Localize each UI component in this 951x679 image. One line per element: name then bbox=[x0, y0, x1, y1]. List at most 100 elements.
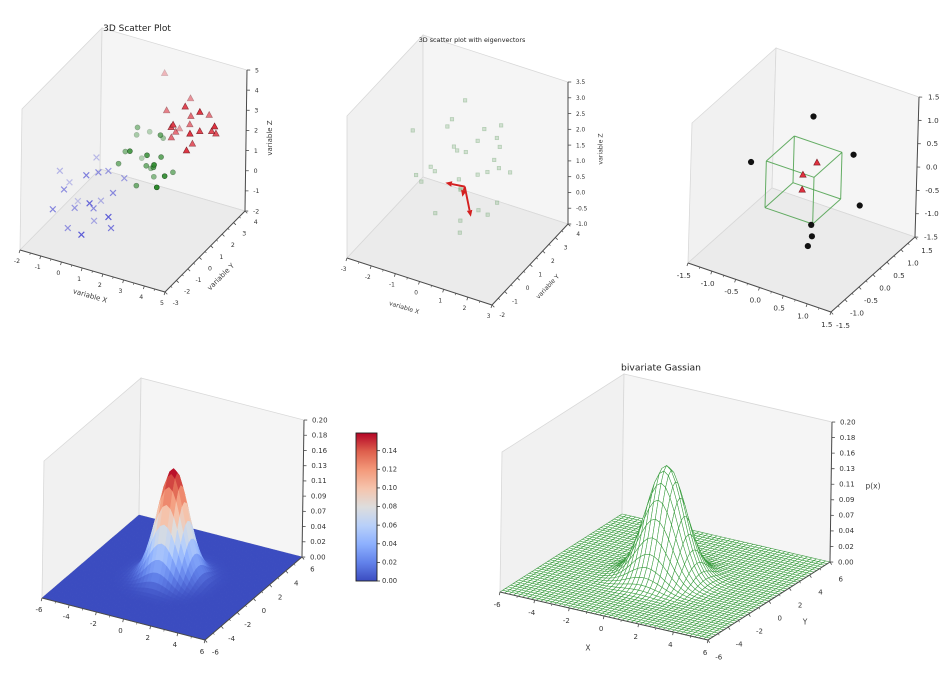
x-tick-label: -2 bbox=[14, 258, 20, 265]
z-axis-line bbox=[829, 421, 833, 563]
scatter-point-triangle bbox=[798, 185, 806, 193]
z-tick-label: 0.20 bbox=[840, 418, 856, 426]
z-tick-label: 0.11 bbox=[839, 481, 855, 489]
z-tick-label: 0.18 bbox=[312, 432, 328, 440]
scatter-point-triangle bbox=[175, 124, 184, 132]
series-means bbox=[798, 158, 821, 193]
x-tick-label: 0.0 bbox=[750, 295, 762, 304]
scatter-point-x bbox=[107, 224, 115, 232]
x-tick bbox=[442, 289, 445, 293]
z-tick-label: 3.0 bbox=[576, 96, 586, 102]
scatter-point-circle bbox=[144, 152, 150, 159]
y-tick-label: 2 bbox=[231, 242, 235, 249]
cube-wireframe bbox=[764, 135, 843, 225]
colorbar-tick-label: 0.06 bbox=[382, 521, 397, 529]
scatter-point-triangle bbox=[181, 102, 189, 110]
x-tick-label: -1.0 bbox=[701, 279, 715, 288]
x-tick-label: 4 bbox=[139, 294, 143, 301]
x-tick bbox=[345, 257, 348, 262]
series-class2 bbox=[115, 124, 176, 191]
y-minor-tick bbox=[907, 243, 910, 245]
y-tick bbox=[517, 277, 520, 281]
x-tick-label: -2 bbox=[365, 275, 371, 281]
scatter-point-square bbox=[449, 117, 455, 122]
y-tick-label: -1 bbox=[195, 277, 201, 284]
x-tick bbox=[602, 615, 605, 620]
z-tick-label: 1 bbox=[254, 148, 258, 155]
y-tick-label: -1 bbox=[512, 300, 518, 306]
y-tick bbox=[301, 556, 305, 560]
ticks: -3 -2 -1 0 1 2 3 -2 -1 0 1 2 3 4 -1.0 -0.5 0.0 0.5 1.0 1.5 2… bbox=[341, 80, 588, 320]
y-minor-tick bbox=[498, 298, 500, 300]
x-tick bbox=[418, 281, 420, 285]
y-tick-label: 0 bbox=[778, 614, 782, 622]
y-minor-tick bbox=[819, 568, 822, 571]
y-minor-tick bbox=[261, 591, 264, 594]
y-tick bbox=[707, 639, 711, 643]
scatter-point-dot bbox=[856, 202, 863, 209]
y-tick-label: 0.0 bbox=[879, 283, 891, 292]
x-tick bbox=[18, 249, 21, 254]
z-tick-label: 0.00 bbox=[838, 558, 854, 566]
x-tick bbox=[60, 261, 62, 266]
x-tick bbox=[163, 291, 166, 296]
scatter-point-x bbox=[49, 205, 57, 213]
y-minor-tick bbox=[548, 244, 551, 246]
scatter-point-square bbox=[476, 208, 481, 213]
y-tick-label: 3 bbox=[242, 231, 246, 238]
z-tick-label: 0.02 bbox=[838, 543, 854, 551]
x-tick bbox=[393, 273, 396, 277]
y-tick-label: 2 bbox=[798, 601, 802, 609]
y-tick bbox=[858, 286, 862, 290]
x-tick-label: -4 bbox=[63, 613, 71, 621]
scatter-point-square bbox=[485, 212, 490, 217]
scatter-point-x bbox=[90, 205, 97, 212]
scatter-point-dot bbox=[808, 233, 816, 240]
x-tick bbox=[39, 255, 42, 260]
y-tick-label: 1.0 bbox=[907, 258, 919, 267]
y-tick-label: -2 bbox=[244, 621, 251, 629]
y-tick bbox=[768, 600, 772, 604]
y-minor-tick bbox=[212, 632, 215, 635]
y-tick-label: 4 bbox=[254, 219, 258, 226]
x-minor-tick bbox=[133, 282, 135, 286]
y-tick-label: 1.5 bbox=[921, 246, 932, 255]
z-tick-label: 0.11 bbox=[311, 477, 327, 485]
scatter-point-triangle bbox=[187, 111, 195, 119]
y-minor-tick bbox=[293, 563, 296, 566]
colorbar: 0.00 0.02 0.04 0.06 0.08 0.10 0.12 0.14 bbox=[355, 432, 397, 585]
scatter-point-circle bbox=[146, 128, 153, 135]
plot-surface-coolwarm: -6 -4 -2 0 2 4 6 -6 -4 -2 0 2 4 6 0.00 0.02 0.04 0.07 0.09… bbox=[36, 377, 397, 657]
scatter-point-square bbox=[445, 124, 450, 129]
arrow-shaft bbox=[463, 186, 471, 211]
z-tick-label: 0.0 bbox=[576, 191, 586, 197]
scatter-point-circle bbox=[133, 182, 140, 189]
x-tick bbox=[149, 625, 152, 630]
scatter-point-circle bbox=[134, 124, 141, 131]
x-minor-tick bbox=[29, 252, 31, 256]
x-tick bbox=[805, 303, 808, 307]
x-tick bbox=[490, 304, 493, 309]
scatter-point-dot bbox=[808, 221, 815, 228]
y-tick bbox=[220, 625, 224, 629]
z-tick-label: 0 bbox=[254, 168, 258, 175]
scatter-point-x bbox=[60, 186, 68, 193]
scatter-point-x bbox=[64, 224, 72, 232]
y-tick bbox=[542, 250, 546, 254]
scatter-point-circle bbox=[151, 162, 157, 168]
z-tick-label: 5 bbox=[255, 67, 259, 74]
y-tick bbox=[872, 274, 876, 278]
y-minor-tick bbox=[536, 257, 538, 260]
z-tick-label: 0.20 bbox=[312, 416, 328, 424]
z-tick-label: 0.09 bbox=[839, 496, 855, 504]
x-minor-tick bbox=[153, 288, 155, 292]
x-tick-label: 0.5 bbox=[773, 303, 784, 312]
y-tick-label: -4 bbox=[736, 640, 744, 648]
y-tick bbox=[221, 233, 225, 237]
y-minor-tick bbox=[216, 239, 219, 242]
z-tick-label: 0.07 bbox=[311, 508, 327, 516]
ticks: -1.5-1.0-0.50.00.51.01.5 -1.5-1.0-0.50.00… bbox=[677, 92, 940, 329]
y-minor-tick bbox=[193, 262, 196, 265]
